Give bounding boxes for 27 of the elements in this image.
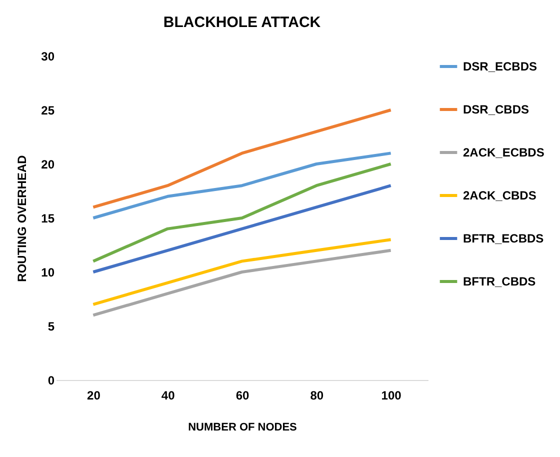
legend-label: BFTR_CBDS — [463, 274, 536, 288]
x-tick-label: 20 — [87, 388, 101, 402]
x-tick-label: 60 — [236, 388, 250, 402]
x-tick-label: 80 — [310, 388, 324, 402]
y-tick-label: 15 — [41, 212, 55, 226]
line-series — [92, 184, 392, 274]
line-series — [92, 248, 392, 317]
y-tick-label: 10 — [41, 266, 55, 280]
chart-title: BLACKHOLE ATTACK — [163, 14, 321, 31]
legend-label: 2ACK_ECBDS — [463, 146, 544, 160]
y-tick-label: 5 — [48, 320, 55, 334]
y-tick-label: 25 — [41, 104, 55, 118]
line-series — [92, 238, 392, 306]
y-tick-label: 20 — [41, 158, 55, 172]
legend-label: DSR_CBDS — [463, 102, 530, 116]
line-series — [92, 108, 392, 209]
legend-label: DSR_ECBDS — [463, 60, 538, 74]
line-series — [92, 162, 392, 263]
y-axis-title: ROUTING OVERHEAD — [15, 154, 30, 282]
x-axis-title: NUMBER OF NODES — [188, 422, 297, 434]
x-tick-label: 40 — [161, 388, 176, 402]
legend-label: BFTR_ECBDS — [463, 232, 544, 246]
x-tick-label: 100 — [381, 388, 402, 402]
y-tick-label: 30 — [41, 50, 55, 64]
legend-label: 2ACK_CBDS — [463, 188, 536, 202]
line-series — [92, 152, 392, 220]
y-tick-label: 0 — [48, 374, 55, 388]
